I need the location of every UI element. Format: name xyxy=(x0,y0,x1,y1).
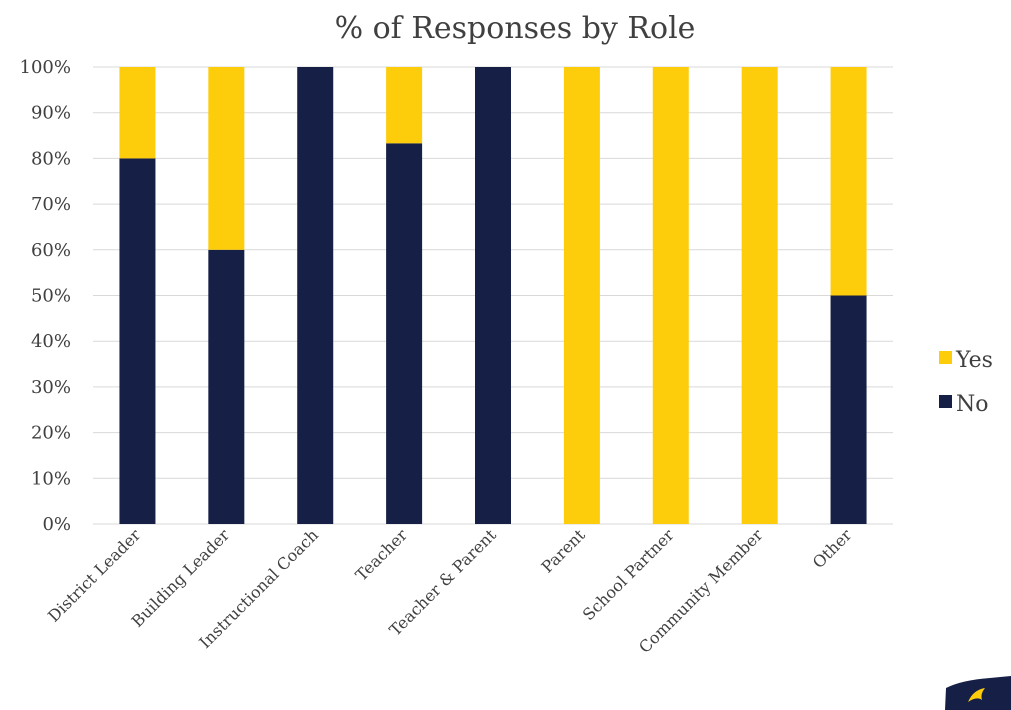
y-tick-label: 40% xyxy=(31,331,71,352)
bar-yes xyxy=(386,67,423,144)
bar-no xyxy=(386,143,423,524)
x-category-label: District Leader xyxy=(44,525,145,626)
x-category-label: School Partner xyxy=(579,525,678,624)
y-tick-label: 20% xyxy=(31,423,71,444)
y-tick-label: 50% xyxy=(31,286,71,307)
bars xyxy=(119,67,867,525)
y-axis-ticks: 0% 10% 20% 30% 40% 50% 60% 70% 80% 90% 100% xyxy=(20,57,71,535)
legend-label-no: No xyxy=(956,392,989,417)
y-tick-label: 80% xyxy=(31,148,71,169)
bar-no xyxy=(830,295,867,524)
bar-yes xyxy=(119,67,156,159)
legend-swatch-yes xyxy=(939,351,952,364)
y-tick-label: 30% xyxy=(31,377,71,398)
bar-yes xyxy=(741,67,778,524)
y-tick-label: 60% xyxy=(31,240,71,261)
x-category-label: Teacher xyxy=(352,525,412,585)
y-tick-label: 0% xyxy=(42,514,71,535)
x-category-label: Other xyxy=(809,525,856,572)
y-tick-label: 10% xyxy=(31,468,71,489)
x-category-label: Parent xyxy=(537,525,589,577)
bar-no xyxy=(475,67,511,524)
legend: Yes No xyxy=(939,348,993,417)
y-tick-label: 70% xyxy=(31,194,71,215)
y-tick-label: 100% xyxy=(20,57,71,78)
bar-no xyxy=(208,249,245,525)
chart-title: % of Responses by Role xyxy=(335,11,696,46)
bar-yes xyxy=(830,67,867,296)
bar-yes xyxy=(652,67,689,524)
bar-no xyxy=(297,67,334,524)
legend-label-yes: Yes xyxy=(955,348,993,373)
legend-swatch-no xyxy=(939,395,952,408)
bar-yes xyxy=(208,67,245,250)
logo-icon xyxy=(945,676,1011,710)
y-tick-label: 90% xyxy=(31,103,71,124)
bar-no xyxy=(119,158,156,524)
bar-yes xyxy=(563,67,600,524)
